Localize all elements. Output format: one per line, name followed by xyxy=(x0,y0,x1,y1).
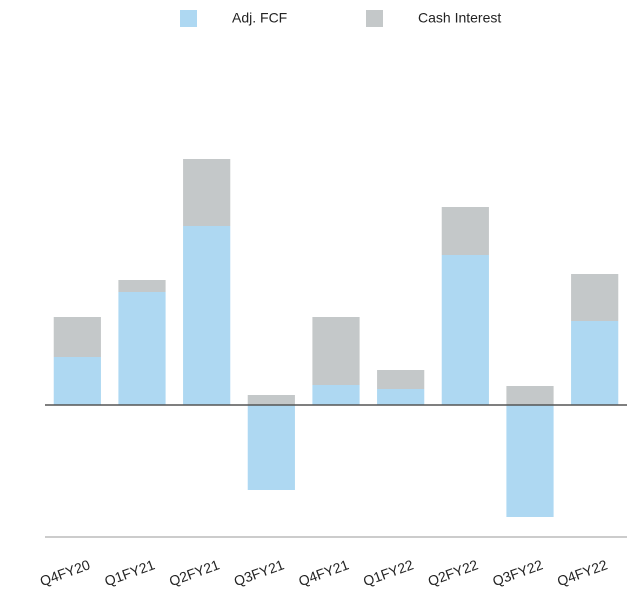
bar-segment xyxy=(377,370,425,389)
bar-segment xyxy=(377,389,425,405)
x-tick-label: Q4FY22 xyxy=(555,556,610,589)
legend-label: Adj. FCF xyxy=(232,10,287,26)
x-tick-label: Q4FY21 xyxy=(296,556,351,589)
x-tick-label: Q4FY20 xyxy=(38,556,93,589)
bar-segment xyxy=(247,395,295,405)
legend-swatch xyxy=(366,10,383,27)
x-tick-label: Q3FY22 xyxy=(490,556,545,589)
bar-segment xyxy=(441,255,489,405)
x-tick-label: Q2FY21 xyxy=(167,556,222,589)
bar-segment xyxy=(571,274,619,321)
bar-segment xyxy=(506,386,554,405)
bar-segment xyxy=(441,207,489,255)
bar-segment xyxy=(506,405,554,517)
legend-swatch xyxy=(180,10,197,27)
bar-segment xyxy=(571,321,619,405)
bar-segment xyxy=(118,280,166,292)
bar-segment xyxy=(53,357,101,405)
bar-segment xyxy=(247,405,295,490)
bar-segment xyxy=(183,226,231,405)
x-tick-label: Q2FY22 xyxy=(426,556,481,589)
x-tick-label: Q3FY21 xyxy=(232,556,287,589)
x-tick-label: Q1FY21 xyxy=(102,556,157,589)
legend: Adj. FCF Cash Interest xyxy=(180,10,501,27)
bar-segment xyxy=(312,385,360,405)
bar-segment xyxy=(53,317,101,357)
bar-segment xyxy=(183,159,231,226)
x-tick-label: Q1FY22 xyxy=(361,556,416,589)
legend-label: Cash Interest xyxy=(418,10,501,26)
bar-segment xyxy=(312,317,360,385)
bar-segment xyxy=(118,292,166,405)
